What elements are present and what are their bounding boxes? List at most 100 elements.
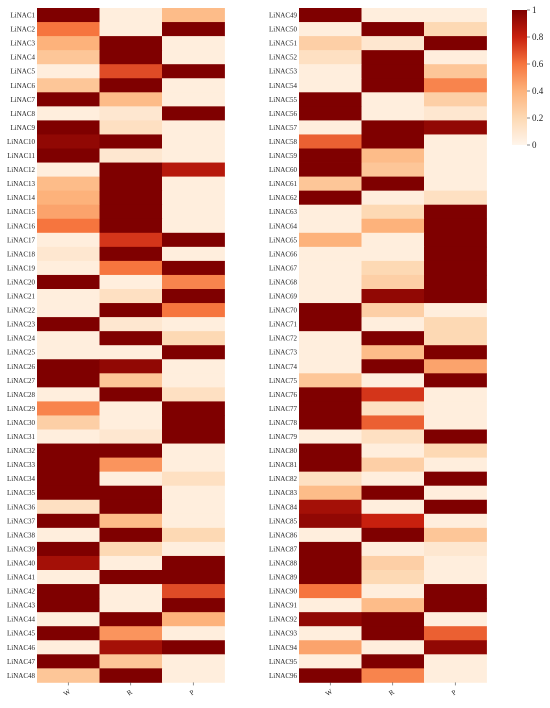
row-label: LiNAC89 bbox=[269, 574, 298, 582]
row-label: LiNAC62 bbox=[269, 194, 298, 202]
heatmap-cell bbox=[361, 218, 425, 234]
heatmap-cell bbox=[424, 134, 487, 149]
row-label: LiNAC63 bbox=[269, 208, 298, 216]
heatmap-cell bbox=[299, 584, 362, 599]
heatmap-cell bbox=[361, 106, 425, 121]
row-label: LiNAC41 bbox=[7, 574, 36, 582]
heatmap-cell bbox=[99, 8, 163, 23]
heatmap-cell bbox=[162, 274, 225, 290]
heatmap-cell bbox=[299, 190, 362, 206]
heatmap-cell bbox=[37, 345, 100, 360]
heatmap-cell bbox=[37, 499, 100, 515]
row-label: LiNAC10 bbox=[7, 138, 36, 146]
heatmap-cell bbox=[37, 148, 100, 163]
heatmap-cell bbox=[162, 218, 225, 234]
colorbar-tick-label: 0 bbox=[532, 140, 537, 150]
heatmap-cell bbox=[99, 176, 163, 192]
heatmap-cell bbox=[424, 527, 487, 543]
row-label: LiNAC94 bbox=[269, 644, 298, 652]
heatmap-cell bbox=[37, 289, 100, 304]
heatmap-cell bbox=[162, 654, 225, 669]
row-label: LiNAC91 bbox=[269, 602, 298, 610]
heatmap-cell bbox=[299, 274, 362, 290]
row-label: LiNAC43 bbox=[7, 602, 36, 610]
heatmap-cell bbox=[361, 176, 425, 192]
row-label: LiNAC93 bbox=[269, 630, 298, 638]
row-label: LiNAC6 bbox=[11, 82, 36, 90]
heatmap-cell bbox=[299, 8, 362, 23]
heatmap-cell bbox=[299, 471, 362, 487]
row-label: LiNAC27 bbox=[7, 377, 36, 385]
heatmap-cell bbox=[361, 485, 425, 501]
row-label: LiNAC58 bbox=[269, 138, 298, 146]
row-label: LiNAC72 bbox=[269, 335, 298, 343]
row-label: LiNAC61 bbox=[269, 180, 298, 188]
heatmap-cell bbox=[361, 345, 425, 360]
heatmap-cell bbox=[37, 176, 100, 192]
heatmap-cell bbox=[361, 513, 425, 529]
heatmap-cell bbox=[424, 36, 487, 51]
row-label: LiNAC53 bbox=[269, 68, 298, 76]
heatmap-cell bbox=[299, 513, 362, 529]
row-label: LiNAC86 bbox=[269, 531, 298, 539]
row-label: LiNAC67 bbox=[269, 264, 298, 272]
row-label: LiNAC52 bbox=[269, 54, 298, 62]
heatmap-cell bbox=[99, 246, 163, 262]
heatmap-cell bbox=[37, 401, 100, 416]
heatmap-cell bbox=[424, 218, 487, 234]
heatmap-cell bbox=[361, 246, 425, 262]
heatmap-cell bbox=[162, 92, 225, 107]
heatmap-cell bbox=[424, 359, 487, 374]
heatmap-cell bbox=[424, 106, 487, 121]
heatmap-cell bbox=[99, 570, 163, 585]
heatmap-cell bbox=[162, 106, 225, 121]
heatmap-cell bbox=[162, 190, 225, 206]
row-label: LiNAC5 bbox=[11, 68, 36, 76]
row-label: LiNAC30 bbox=[7, 419, 36, 427]
heatmap-cell bbox=[162, 64, 225, 79]
heatmap-cell bbox=[37, 373, 100, 388]
row-label: LiNAC1 bbox=[11, 12, 36, 20]
column-label: P bbox=[188, 688, 196, 697]
heatmap-cell bbox=[424, 289, 487, 304]
heatmap-cell bbox=[37, 654, 100, 669]
row-label: LiNAC69 bbox=[269, 293, 298, 301]
heatmap-cell bbox=[99, 148, 163, 163]
heatmap-cell bbox=[99, 78, 163, 93]
heatmap-cell bbox=[361, 612, 425, 627]
column-label: W bbox=[62, 687, 72, 698]
heatmap-cell bbox=[299, 570, 362, 585]
heatmap-cell bbox=[37, 429, 100, 444]
row-label: LiNAC25 bbox=[7, 349, 36, 357]
heatmap-cell bbox=[37, 317, 100, 332]
heatmap-cell bbox=[99, 303, 163, 318]
heatmap-cell bbox=[162, 162, 225, 177]
heatmap-cell bbox=[162, 541, 225, 557]
column-label: R bbox=[125, 688, 134, 697]
heatmap-cell bbox=[162, 457, 225, 473]
heatmap-cell bbox=[162, 527, 225, 543]
heatmap-cell bbox=[424, 654, 487, 669]
row-label: LiNAC77 bbox=[269, 405, 298, 413]
heatmap-cell bbox=[424, 570, 487, 585]
heatmap-cell bbox=[37, 92, 100, 107]
heatmap-cell bbox=[299, 317, 362, 332]
heatmap-cell bbox=[299, 22, 362, 37]
heatmap-cell bbox=[99, 513, 163, 529]
heatmap-cell bbox=[424, 555, 487, 571]
row-label: LiNAC14 bbox=[7, 194, 36, 202]
row-label: LiNAC12 bbox=[7, 166, 36, 174]
heatmap-cell bbox=[361, 387, 425, 402]
heatmap-cell bbox=[361, 640, 425, 655]
row-label: LiNAC46 bbox=[7, 644, 36, 652]
heatmap-cell bbox=[99, 162, 163, 177]
heatmap-cell bbox=[99, 120, 163, 135]
heatmap-cell bbox=[162, 485, 225, 501]
heatmap-cell bbox=[361, 64, 425, 79]
heatmap-cell bbox=[299, 555, 362, 571]
heatmap-cell bbox=[37, 457, 100, 473]
row-label: LiNAC54 bbox=[269, 82, 298, 90]
heatmap-cell bbox=[361, 232, 425, 248]
heatmap-cell bbox=[424, 401, 487, 416]
heatmap-cell bbox=[361, 22, 425, 37]
